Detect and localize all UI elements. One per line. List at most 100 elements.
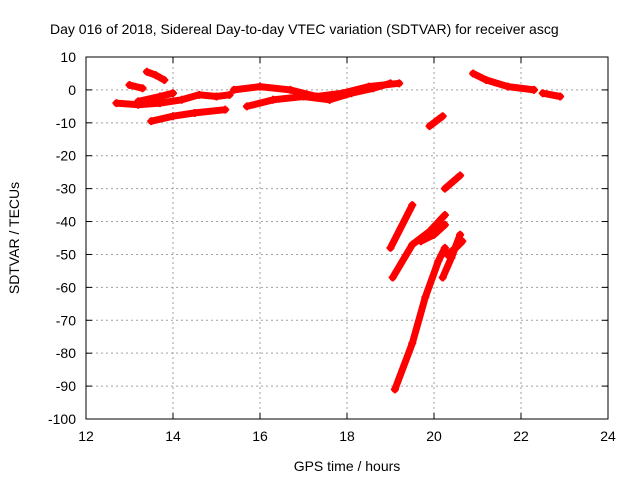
chart-title: Day 016 of 2018, Sidereal Day-to-day VTE… [50, 21, 559, 37]
data-points [112, 67, 565, 394]
y-tick-label: -40 [56, 214, 76, 230]
y-tick-label: -10 [56, 115, 76, 131]
y-tick-label: -90 [56, 378, 76, 394]
data-arc [441, 172, 464, 193]
x-tick-label: 24 [600, 428, 616, 444]
data-point-marker [125, 80, 134, 89]
data-point-marker [155, 92, 164, 101]
data-point-marker [347, 89, 356, 98]
data-arc [469, 70, 538, 94]
data-point-marker [142, 67, 151, 76]
data-point-marker [147, 117, 156, 126]
x-tick-label: 12 [78, 428, 94, 444]
data-point-marker [440, 184, 449, 193]
data-point-marker [440, 220, 449, 229]
data-point-marker [195, 90, 204, 99]
x-axis-label: GPS time / hours [294, 458, 401, 474]
x-tick-label: 20 [426, 428, 442, 444]
data-point-marker [438, 112, 447, 121]
data-series-arc-18 [538, 89, 565, 101]
data-series-arc-5 [134, 89, 177, 106]
data-point-marker [425, 122, 434, 131]
plot-frame [85, 56, 609, 420]
data-point-marker [451, 243, 460, 252]
data-series-arc-7 [242, 92, 334, 111]
data-point-marker [416, 237, 425, 246]
data-point-marker [299, 92, 308, 101]
data-point-marker [456, 230, 465, 239]
data-point-marker [386, 79, 395, 88]
data-arc [387, 201, 416, 252]
data-point-marker [456, 171, 465, 180]
data-point-marker [408, 240, 417, 249]
data-series-arc-14 [443, 237, 467, 259]
data-point-marker [395, 79, 404, 88]
y-axis-label: SDTVAR / TECUs [6, 182, 22, 294]
data-point-marker [169, 112, 177, 121]
data-series-arc-8 [325, 79, 395, 104]
x-tick-label: 22 [513, 428, 529, 444]
data-point-marker [225, 90, 234, 99]
data-point-marker [482, 76, 491, 85]
data-point-marker [469, 69, 478, 78]
data-point-marker [151, 71, 160, 80]
data-point-marker [530, 85, 539, 94]
data-series-arc-3 [125, 80, 147, 93]
data-series-arc-4 [147, 105, 230, 126]
data-series-arc-12 [416, 220, 449, 246]
data-point-marker [390, 385, 399, 394]
y-tick-label: -80 [56, 345, 76, 361]
data-series-arc-17 [469, 69, 539, 94]
y-tick-label: 0 [68, 82, 76, 98]
data-point-marker [221, 105, 230, 114]
x-tick-label: 14 [165, 428, 181, 444]
data-point-marker [388, 273, 397, 282]
data-point-marker [408, 201, 417, 210]
data-point-marker [190, 108, 199, 117]
data-point-marker [430, 230, 438, 239]
data-point-marker [538, 89, 547, 98]
y-tick-label: -30 [56, 181, 76, 197]
data-series-arc-9 [386, 201, 417, 252]
data-point-marker [458, 237, 467, 246]
data-point-marker [286, 85, 295, 94]
data-point-marker [408, 339, 417, 348]
data-point-marker [556, 92, 565, 101]
data-point-marker [434, 257, 443, 266]
data-point-marker [386, 243, 395, 252]
y-tick-label: -20 [56, 148, 76, 164]
data-point-marker [421, 293, 430, 302]
data-point-marker [242, 102, 251, 111]
x-tick-label: 16 [252, 428, 268, 444]
data-point-marker [256, 82, 264, 91]
y-tick-label: -60 [56, 279, 76, 295]
data-point-marker [177, 95, 186, 104]
y-tick-label: -100 [48, 411, 76, 427]
x-tick-label: 18 [339, 428, 355, 444]
y-tick-label: -70 [56, 312, 76, 328]
data-point-marker [212, 92, 221, 101]
grid-lines [86, 57, 608, 419]
data-point-marker [112, 99, 121, 108]
data-point-marker [443, 250, 452, 259]
data-point-marker [169, 89, 177, 98]
data-point-marker [440, 210, 449, 219]
data-arc [243, 92, 334, 110]
data-arc [391, 244, 449, 393]
data-series-arc-16 [425, 112, 447, 131]
data-point-marker [440, 243, 449, 252]
data-point-marker [269, 95, 278, 104]
data-point-marker [229, 85, 238, 94]
data-arc [147, 106, 229, 125]
y-tick-label: -50 [56, 246, 76, 262]
data-point-marker [325, 95, 334, 104]
tick-labels: 12 14 16 18 20 22 24 10 0 -10 -20 -30 -40 -50 -60 -70 -8… [48, 49, 616, 444]
data-point-marker [160, 76, 169, 85]
data-arc [326, 79, 394, 104]
data-series-arc-15 [440, 171, 465, 193]
y-tick-label: 10 [60, 49, 76, 65]
data-series-arc-11 [390, 243, 449, 394]
data-point-marker [134, 97, 143, 106]
data-point-marker [438, 273, 447, 282]
